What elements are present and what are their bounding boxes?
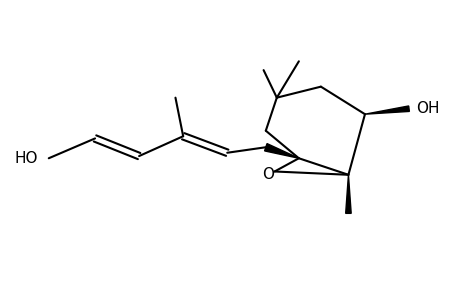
Polygon shape bbox=[264, 144, 298, 158]
Polygon shape bbox=[345, 175, 350, 213]
Text: O: O bbox=[262, 167, 274, 182]
Text: HO: HO bbox=[15, 151, 39, 166]
Polygon shape bbox=[364, 106, 409, 114]
Text: OH: OH bbox=[415, 101, 438, 116]
